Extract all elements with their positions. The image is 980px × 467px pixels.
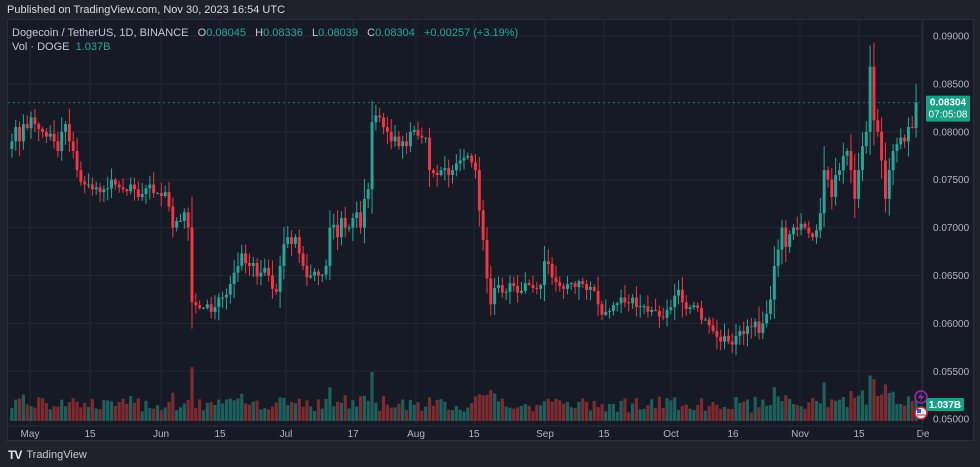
svg-text:0.08304: 0.08304 [930,98,967,109]
chart-legend: Dogecoin / TetherUS, 1D, BINANCE O0.0804… [12,26,518,54]
volume-badge: 1.037B [926,398,964,411]
date-tick: May [21,429,40,440]
candles [10,42,918,356]
high-value: 0.08336 [263,27,303,39]
date-tick: Oct [663,429,679,440]
footer: TV TradingView [8,448,87,462]
price-tick: 0.09000 [933,32,970,43]
open-value: 0.08045 [206,27,246,39]
chart-frame[interactable] [7,19,974,441]
lightning-event-icon[interactable] [914,390,928,404]
svg-text:1.037B: 1.037B [929,400,961,411]
close-value: 0.08304 [375,27,415,39]
date-tick: Jul [280,429,293,440]
ohlc-row: Dogecoin / TetherUS, 1D, BINANCE O0.0804… [12,27,519,39]
us-flag-event-icon[interactable] [914,406,928,420]
price-tick: 0.05000 [933,415,970,426]
svg-text:07:05:08: 07:05:08 [929,110,968,121]
date-tick: 15 [853,429,865,440]
volume-label[interactable]: Vol · DOGE [12,41,70,53]
date-tick: 17 [347,429,359,440]
price-tick: 0.07500 [933,175,970,186]
price-tick: 0.08500 [933,79,970,90]
low-value: 0.08039 [318,27,358,39]
volume-row: Vol · DOGE 1.037B [12,40,518,54]
brand-name[interactable]: TradingView [26,449,87,461]
date-tick: Sep [536,429,554,440]
date-tick: Aug [407,429,425,440]
volume-bars [10,367,918,421]
price-tick: 0.08000 [933,127,970,138]
tradingview-logo-icon[interactable]: TV [8,448,22,462]
published-caption: Published on TradingView.com, Nov 30, 20… [7,4,286,16]
price-tick: 0.06500 [933,271,970,282]
date-tick: 15 [214,429,226,440]
date-tick: 15 [598,429,610,440]
volume-value: 1.037B [75,41,111,53]
price-tick: 0.07000 [933,223,970,234]
price-tick: 0.06000 [933,319,970,330]
date-tick: De [917,429,930,440]
date-tick: Jun [153,429,169,440]
date-tick: 16 [727,429,739,440]
price-tick: 0.05500 [933,367,970,378]
date-tick: 15 [468,429,480,440]
date-tick: 15 [84,429,96,440]
symbol-title[interactable]: Dogecoin / TetherUS, 1D, BINANCE [12,27,189,39]
date-tick: Nov [791,429,809,440]
change-value: +0.00257 (+3.19%) [424,27,519,39]
